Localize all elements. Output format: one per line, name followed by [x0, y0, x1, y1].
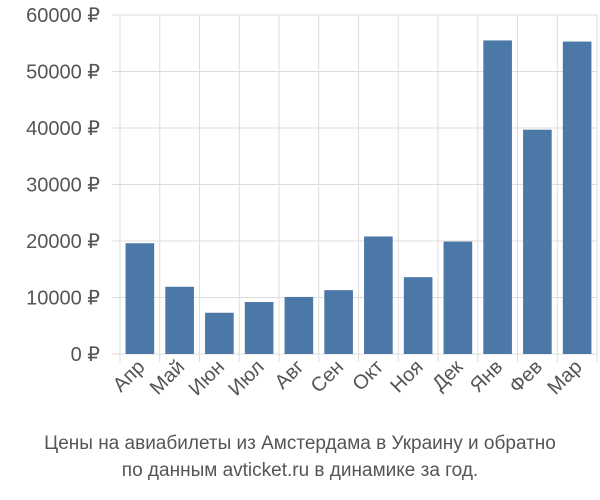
- y-tick-label: 0 ₽: [71, 344, 101, 366]
- bar-4: [244, 302, 274, 354]
- bar-10: [483, 40, 512, 355]
- x-tick-label: Июн: [185, 356, 229, 400]
- x-tick-label: Сен: [307, 356, 348, 397]
- x-tick-label: Дек: [428, 356, 467, 395]
- chart-caption-line-1: Цены на авиабилеты из Амстердама в Украи…: [44, 433, 556, 454]
- x-tick-label: Мар: [543, 356, 586, 399]
- x-tick-label: Авг: [271, 356, 309, 394]
- y-tick-label: 40000 ₽: [26, 118, 100, 140]
- bar-9: [443, 241, 473, 354]
- y-tick-label: 30000 ₽: [26, 175, 100, 197]
- x-tick-label: Май: [146, 356, 189, 399]
- bar-12: [562, 41, 592, 355]
- bar-3: [205, 312, 234, 354]
- y-tick-label: 50000 ₽: [26, 62, 100, 84]
- bar-1: [125, 243, 155, 354]
- x-tick-label: Окт: [349, 356, 388, 395]
- x-tick-label: Июл: [224, 356, 268, 400]
- bar-6: [324, 290, 353, 354]
- bar-8: [403, 277, 433, 354]
- x-tick-label: Фев: [505, 356, 547, 398]
- bar-chart: 0 ₽ 10000 ₽ 20000 ₽ 30000 ₽ 40000 ₽ 50000 ₽ 60…: [26, 5, 598, 400]
- y-tick-label: 10000 ₽: [26, 288, 100, 310]
- bar-11: [523, 129, 552, 354]
- bar-7: [364, 236, 393, 354]
- chart-caption-line-2: по данным avticket.ru в динамике за год.: [121, 460, 479, 481]
- x-tick-label: Янв: [466, 356, 507, 397]
- x-tick-label: Ноя: [386, 356, 427, 397]
- bar-2: [165, 286, 194, 354]
- y-tick-label: 60000 ₽: [26, 5, 100, 27]
- y-tick-label: 20000 ₽: [26, 231, 100, 253]
- x-tick-label: Апр: [109, 356, 150, 397]
- bar-5: [284, 296, 314, 354]
